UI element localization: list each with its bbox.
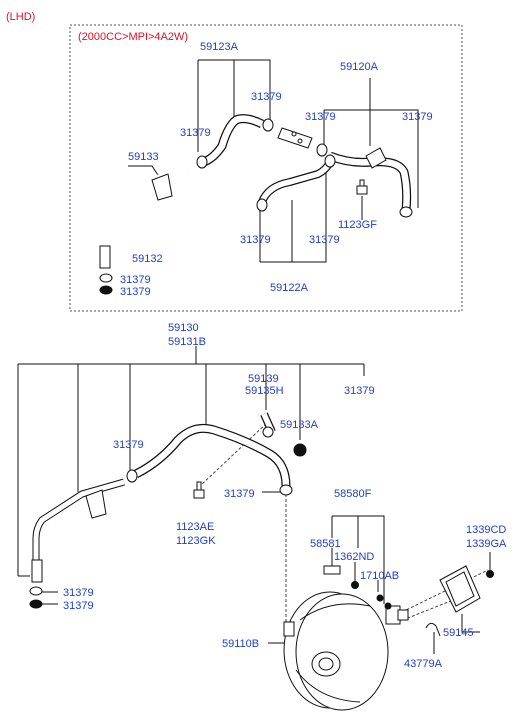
label-59110b: 59110B xyxy=(222,638,259,650)
upper-hoses xyxy=(99,114,412,269)
label-clamp-d: 31379 xyxy=(180,127,211,139)
label-58580f: 58580F xyxy=(334,488,372,500)
variant-detail-box xyxy=(69,24,463,312)
label-59133: 59133 xyxy=(128,151,159,163)
label-1339cd: 1339CD xyxy=(466,524,506,536)
label-clamp-b: 31379 xyxy=(305,111,336,123)
label-1123gf: 1123GF xyxy=(338,219,377,231)
label-59139: 59139 xyxy=(248,373,279,385)
label-1339ga: 1339GA xyxy=(466,538,507,550)
label-clamp-end-b: 31379 xyxy=(63,600,94,612)
brake-booster xyxy=(283,591,409,711)
label-clamp-a: 31379 xyxy=(251,91,282,103)
label-clamp-mid: 31379 xyxy=(113,439,144,451)
label-43779a: 43779A xyxy=(404,658,443,670)
label-59133a: 59133A xyxy=(280,419,319,431)
label-59120a: 59120A xyxy=(340,61,379,73)
label-clamp-top: 31379 xyxy=(344,385,375,397)
label-59122a: 59122A xyxy=(270,282,309,294)
label-clamp-end-a: 31379 xyxy=(63,587,94,599)
label-59145: 59145 xyxy=(443,627,474,639)
label-59135h: 59135H xyxy=(245,385,284,397)
label-59131b: 59131B xyxy=(168,336,206,348)
label-clamp-low: 31379 xyxy=(224,488,255,500)
upper-clamps xyxy=(99,118,413,295)
cylinder-parts xyxy=(323,565,494,637)
lower-clamps xyxy=(29,426,307,609)
alignment-lines xyxy=(199,419,489,624)
label-59132: 59132 xyxy=(132,253,163,265)
label-clamp-c: 31379 xyxy=(402,111,433,123)
variant-label: (2000CC>MPI>4A2W) xyxy=(78,31,188,43)
label-clamp-h: 31379 xyxy=(120,286,151,298)
drive-side-label: (LHD) xyxy=(6,11,35,23)
label-59130: 59130 xyxy=(168,322,199,334)
label-clamp-f: 31379 xyxy=(309,234,340,246)
label-58581: 58581 xyxy=(310,538,341,550)
label-1123gk: 1123GK xyxy=(176,535,216,547)
label-1710ab: 1710AB xyxy=(360,570,399,582)
label-59123a: 59123A xyxy=(200,41,239,53)
label-clamp-g: 31379 xyxy=(120,274,151,286)
label-clamp-e: 31379 xyxy=(240,234,271,246)
lower-hoses xyxy=(31,412,291,583)
label-1362nd: 1362ND xyxy=(334,551,374,563)
label-1123ae: 1123AE xyxy=(176,521,214,533)
